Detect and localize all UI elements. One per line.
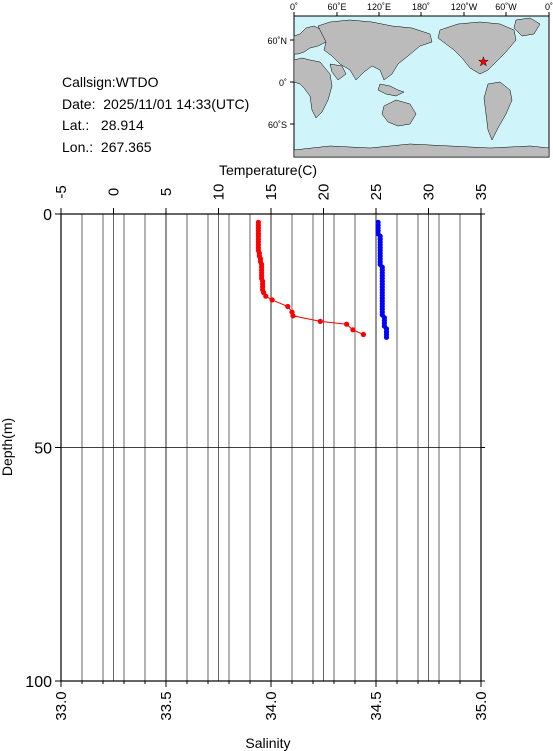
africa-landmass	[293, 57, 333, 119]
top-tick-label: 5	[158, 188, 175, 196]
top-tick-label: 0	[106, 188, 123, 196]
temperature-point	[263, 293, 269, 299]
sea-islands	[377, 83, 405, 97]
location-map: 0˚ 60˚E 120˚E 180˚ 120˚W 60˚W 0˚ 60˚N 0˚…	[267, 2, 553, 158]
bottom-tick-label: 34.0	[263, 691, 280, 720]
station-info: Callsign:WTDO Date: 2025/11/01 14:33(UTC…	[62, 72, 249, 158]
temperature-point	[344, 321, 350, 327]
temperature-point	[317, 318, 323, 324]
top-axis-label: Temperature(C)	[219, 162, 317, 178]
map-left-label: 60˚S	[268, 120, 287, 130]
bottom-tick-label: 33.5	[158, 691, 175, 720]
latitude-text: Lat.: 28.914	[62, 117, 144, 133]
map-top-label: 60˚W	[495, 2, 517, 12]
bottom-tick-label: 35.0	[473, 691, 490, 720]
temperature-point	[360, 331, 366, 338]
map-top-label: 60˚E	[327, 2, 346, 12]
top-tick-label: -5	[53, 185, 70, 198]
bottom-axis-label: Salinity	[245, 735, 290, 751]
top-tick-label: 30	[421, 184, 438, 201]
top-tick-label: 20	[316, 184, 333, 201]
star-icon	[478, 56, 489, 67]
top-tick-label: 25	[368, 184, 385, 201]
top-tick-label: 15	[263, 184, 280, 201]
callsign-text: Callsign:WTDO	[62, 74, 159, 90]
greenland-landmass	[513, 17, 541, 37]
map-top-label: 120˚E	[367, 2, 391, 12]
map-ticks	[290, 12, 550, 125]
series-layer	[255, 219, 390, 340]
temperature-line	[257, 222, 364, 335]
map-top-label: 0˚	[290, 2, 298, 12]
top-tick-label: 35	[473, 184, 490, 201]
left-tick-label: 50	[34, 441, 52, 458]
map-left-label: 0˚	[279, 78, 287, 88]
longitude-text: Lon.: 267.365	[62, 138, 152, 155]
arabia-landmass	[329, 63, 347, 81]
map-left-label: 60˚N	[267, 36, 287, 46]
map-left-labels: 60˚N 0˚ 60˚S	[267, 36, 287, 130]
left-axis-label: Depth(m)	[0, 418, 15, 476]
map-landmasses	[293, 17, 550, 158]
australia-landmass	[381, 99, 417, 127]
salinity-point	[383, 334, 390, 340]
temperature-point	[269, 297, 275, 303]
asia-landmass	[317, 19, 433, 81]
map-top-label: 0˚	[545, 2, 553, 12]
temperature-point	[350, 327, 356, 333]
map-top-label: 180˚	[412, 2, 430, 12]
chart-grid	[61, 214, 481, 681]
map-top-label: 120˚W	[451, 2, 478, 12]
antarctica-landmass	[293, 143, 550, 158]
bottom-tick-label: 33.0	[53, 691, 70, 720]
north-america-landmass	[437, 21, 517, 75]
bottom-tick-label: 34.5	[368, 691, 385, 720]
left-tick-label: 100	[25, 674, 52, 691]
temperature-point	[285, 303, 291, 310]
top-tick-label: 10	[211, 184, 228, 201]
date-text: Date: 2025/11/01 14:33(UTC)	[62, 95, 250, 112]
map-top-labels: 0˚ 60˚E 120˚E 180˚ 120˚W 60˚W 0˚	[290, 2, 553, 12]
left-tick-label: 0	[43, 207, 52, 224]
temperature-point	[290, 313, 296, 319]
south-america-landmass	[483, 81, 513, 141]
